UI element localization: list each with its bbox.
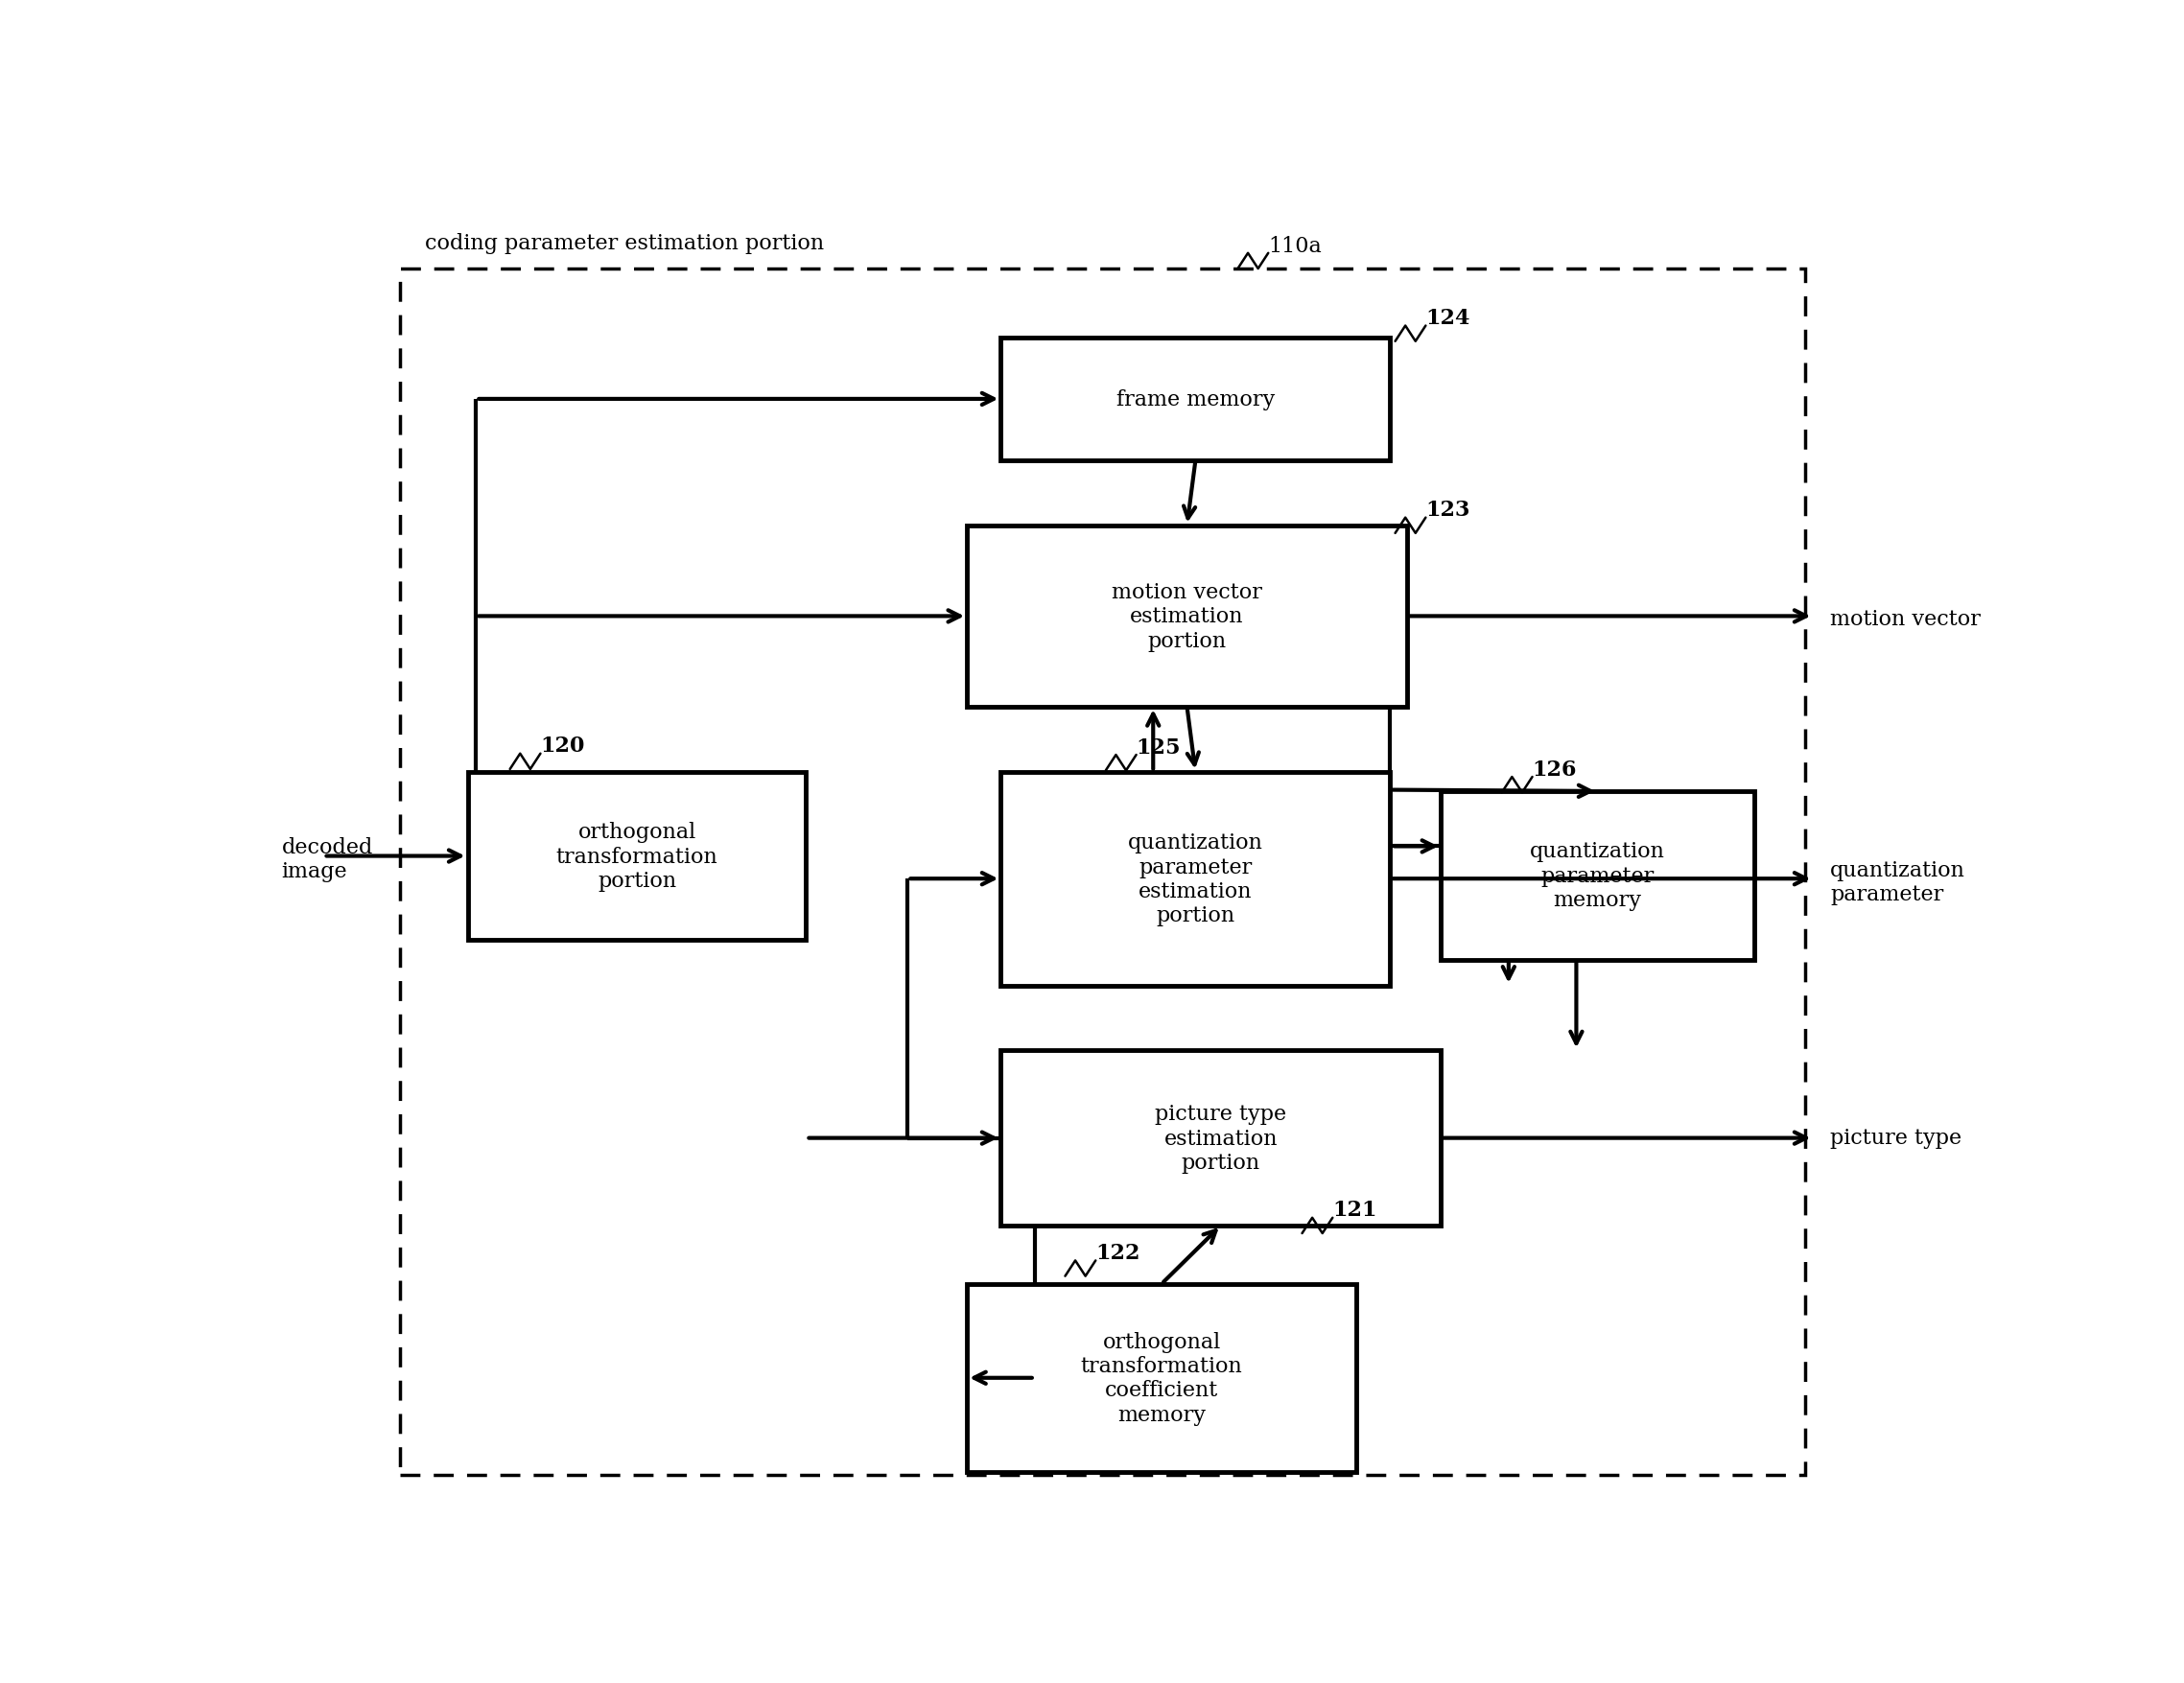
Text: motion vector: motion vector bbox=[1830, 609, 1981, 629]
Text: picture type
estimation
portion: picture type estimation portion bbox=[1155, 1104, 1286, 1173]
Text: frame memory: frame memory bbox=[1116, 389, 1275, 411]
FancyBboxPatch shape bbox=[1000, 338, 1391, 461]
Text: 123: 123 bbox=[1426, 500, 1470, 520]
Text: motion vector
estimation
portion: motion vector estimation portion bbox=[1112, 582, 1262, 651]
FancyBboxPatch shape bbox=[1000, 1050, 1441, 1225]
FancyBboxPatch shape bbox=[968, 525, 1406, 707]
Text: 126: 126 bbox=[1533, 759, 1577, 779]
FancyBboxPatch shape bbox=[1000, 772, 1391, 986]
FancyBboxPatch shape bbox=[1441, 791, 1754, 959]
Text: 120: 120 bbox=[539, 735, 585, 757]
Text: 122: 122 bbox=[1096, 1242, 1140, 1264]
Text: quantization
parameter
memory: quantization parameter memory bbox=[1531, 842, 1664, 911]
Text: coding parameter estimation portion: coding parameter estimation portion bbox=[426, 232, 826, 254]
Text: orthogonal
transformation
portion: orthogonal transformation portion bbox=[557, 821, 719, 892]
FancyBboxPatch shape bbox=[467, 772, 806, 941]
Text: 125: 125 bbox=[1136, 737, 1182, 757]
Text: quantization
parameter: quantization parameter bbox=[1830, 860, 1966, 905]
Text: 121: 121 bbox=[1332, 1200, 1378, 1220]
Text: decoded
image: decoded image bbox=[282, 836, 373, 882]
FancyBboxPatch shape bbox=[968, 1284, 1356, 1473]
Text: quantization
parameter
estimation
portion: quantization parameter estimation portio… bbox=[1127, 831, 1262, 926]
Text: picture type: picture type bbox=[1830, 1128, 1961, 1148]
Text: 124: 124 bbox=[1426, 308, 1470, 328]
Text: 110a: 110a bbox=[1269, 236, 1321, 256]
Text: orthogonal
transformation
coefficient
memory: orthogonal transformation coefficient me… bbox=[1081, 1331, 1243, 1426]
